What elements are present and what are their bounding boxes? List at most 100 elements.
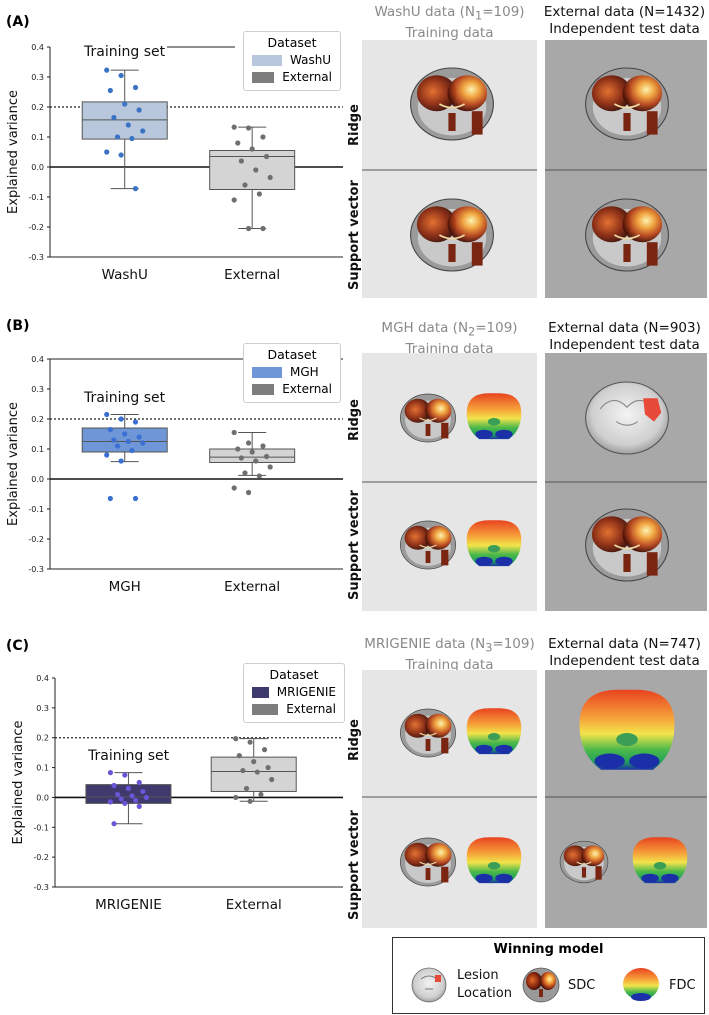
data-point [236,753,242,759]
legend-swatch [252,703,279,715]
data-point [247,739,253,745]
data-point [258,791,264,798]
ext-title-line2: Independent test data [549,653,700,669]
data-point [245,125,252,131]
data-point [260,443,266,449]
data-point [251,759,257,765]
lesion-text-line2: Location [457,986,512,1001]
panel-letter-a: (A) [6,14,30,30]
ext-title-line2: Independent test data [549,21,700,37]
legend-title: Dataset [267,35,317,50]
data-point [122,800,128,807]
y-tick-label: 0.4 [36,674,49,683]
data-point [118,796,124,802]
y-tick-label: 0.0 [31,475,44,484]
legend-label: External [282,70,332,84]
data-point [140,788,146,795]
y-tick-label: 0.3 [31,385,44,394]
legend-item: MRIGENIE [252,685,336,699]
y-tick-label: 0.2 [36,734,49,743]
data-point [136,107,142,113]
ext-title-line1: External data (N=1432) [543,4,706,20]
train-title-sub: 2 [468,325,476,339]
data-point [125,122,131,128]
train-title-text: MGH data (N [381,320,469,336]
train-title-sub: 1 [475,9,483,23]
data-point [231,197,237,203]
train-title-line2: Training data [405,340,494,357]
legend-b: Dataset MGH External [243,343,341,403]
y-axis-label: Explained variance [6,402,21,526]
sdc-brain-map [585,508,669,582]
legend-item: WashU [252,53,332,67]
sdc-brain-map [410,67,494,141]
train-title-text: WashU data (N [374,4,476,20]
training-set-label-c: Training set [86,748,172,764]
y-tick-label: 0.1 [31,445,44,454]
data-point [245,225,252,232]
ext-title-line1: External data (N=903) [548,320,701,336]
ext-col-title-c: External data (N=747) Independent test d… [540,636,709,670]
train-title-text: MRIGENIE data (N [364,636,486,652]
train-title-line2: Training data [405,656,494,673]
data-point [240,767,246,774]
fdc-brain-map [466,837,522,884]
data-point [261,747,268,753]
train-col-title-b: MGH data (N2=109) Training data [362,320,537,358]
box [85,784,172,804]
legend-title: Dataset [269,667,319,682]
winning-model-icons [411,967,659,1003]
fdc-brain-map [632,837,688,884]
data-point [118,72,124,79]
legend-label: External [286,702,336,716]
data-point [107,495,113,502]
sdc-brain-map [410,198,494,272]
data-point [249,146,255,152]
legend-item: MGH [252,365,332,379]
data-point [122,101,128,107]
data-point [140,128,146,134]
data-point [136,779,142,786]
data-point [129,793,135,799]
data-point [238,158,244,164]
y-tick-label: -0.1 [28,505,44,514]
data-point [253,167,259,173]
data-point [233,794,239,801]
data-point [132,84,139,91]
data-point [253,458,259,464]
x-tick-label: WashU [102,267,148,283]
train-title-tail: =109) [492,636,535,652]
data-point [263,153,270,160]
data-point [231,429,237,436]
y-tick-label: -0.1 [28,193,44,202]
y-tick-label: -0.1 [33,823,49,832]
data-point [107,799,114,805]
legend-item: External [252,702,336,716]
x-tick-label: External [224,579,280,595]
y-tick-label: 0.3 [36,704,49,713]
sdc-brain-map [400,520,456,570]
data-point [114,134,121,140]
data-point [118,416,124,422]
data-point [118,458,124,464]
legend-label: WashU [290,53,332,67]
data-point [242,470,248,476]
sdc-brain-map [400,393,456,443]
data-point [256,473,262,479]
y-tick-label: -0.3 [33,883,49,892]
y-tick-label: -0.2 [28,535,44,544]
data-point [140,440,146,446]
legend-label: MRIGENIE [276,685,336,699]
y-tick-label: 0.0 [36,793,49,802]
winning-model-title: Winning model [493,942,604,957]
data-point [114,443,121,449]
data-point [247,798,253,804]
box [81,101,168,140]
data-point [245,489,252,496]
y-tick-label: 0.0 [31,163,44,172]
x-tick-label: MGH [109,579,141,595]
data-point [249,449,255,455]
data-point [136,434,142,440]
data-point [125,438,131,445]
